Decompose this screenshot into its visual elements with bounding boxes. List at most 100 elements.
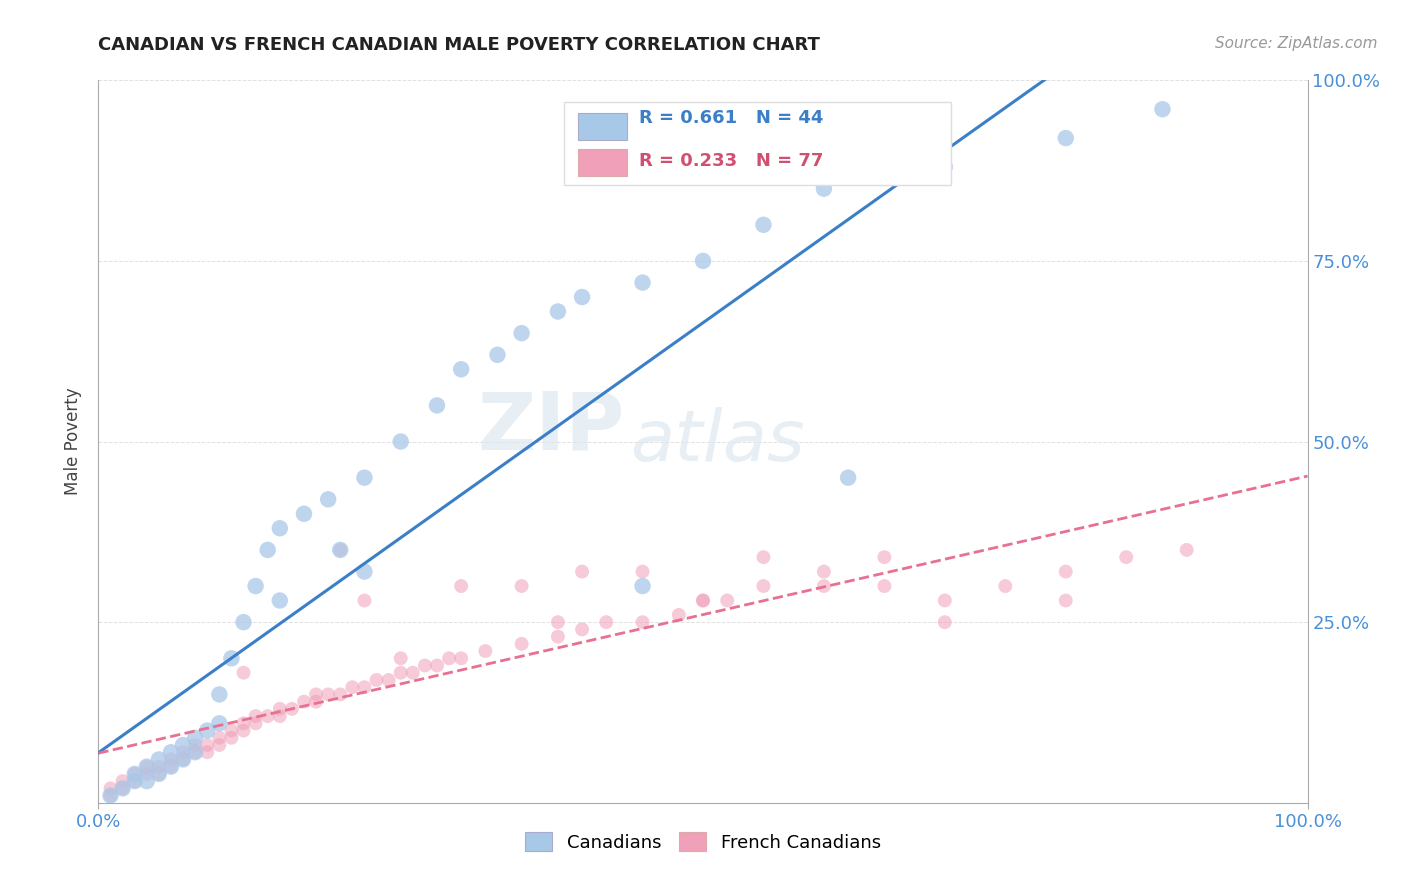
Point — [571, 565, 593, 579]
Point — [389, 434, 412, 449]
Point — [232, 723, 254, 738]
Point — [692, 253, 714, 268]
Point — [269, 521, 291, 535]
Point — [389, 665, 412, 680]
Point — [813, 182, 835, 196]
Point — [135, 760, 157, 774]
Text: R = 0.661   N = 44: R = 0.661 N = 44 — [638, 109, 824, 127]
Point — [124, 774, 146, 789]
Point — [172, 745, 194, 759]
Point — [184, 745, 207, 759]
Point — [195, 723, 218, 738]
Point — [269, 709, 291, 723]
Text: ZIP: ZIP — [477, 388, 624, 467]
Point — [160, 760, 183, 774]
Point — [873, 579, 896, 593]
Point — [873, 550, 896, 565]
Point — [148, 767, 170, 781]
Point — [813, 579, 835, 593]
Point — [100, 789, 122, 803]
Point — [571, 290, 593, 304]
FancyBboxPatch shape — [578, 149, 627, 177]
Text: atlas: atlas — [630, 407, 806, 476]
Point — [111, 774, 134, 789]
FancyBboxPatch shape — [578, 112, 627, 140]
Point — [486, 348, 509, 362]
Point — [450, 362, 472, 376]
Point — [329, 687, 352, 701]
Point — [934, 615, 956, 630]
Point — [195, 738, 218, 752]
Point — [221, 651, 243, 665]
Point — [305, 695, 328, 709]
Point — [184, 731, 207, 745]
Point — [366, 673, 388, 687]
Point — [934, 593, 956, 607]
Point — [450, 579, 472, 593]
Point — [1175, 542, 1198, 557]
Point — [245, 716, 267, 731]
Point — [292, 695, 315, 709]
Point — [353, 565, 375, 579]
Point — [232, 615, 254, 630]
Point — [208, 731, 231, 745]
Point — [1054, 565, 1077, 579]
Point — [329, 542, 352, 557]
Point — [269, 702, 291, 716]
Point — [353, 680, 375, 694]
Point — [281, 702, 304, 716]
Point — [342, 680, 364, 694]
Point — [631, 579, 654, 593]
Point — [1152, 102, 1174, 116]
Point — [668, 607, 690, 622]
Point — [752, 550, 775, 565]
Point — [547, 630, 569, 644]
Point — [692, 593, 714, 607]
Point — [208, 738, 231, 752]
Point — [402, 665, 425, 680]
Point — [135, 774, 157, 789]
Point — [389, 651, 412, 665]
Point — [994, 579, 1017, 593]
Point — [111, 781, 134, 796]
Point — [256, 542, 278, 557]
Point — [221, 731, 243, 745]
Point — [148, 767, 170, 781]
Point — [1054, 593, 1077, 607]
Point — [510, 326, 533, 340]
Point — [124, 767, 146, 781]
Point — [135, 760, 157, 774]
Point — [100, 781, 122, 796]
Point — [316, 492, 339, 507]
Point — [160, 745, 183, 759]
Point — [232, 665, 254, 680]
Point — [353, 470, 375, 484]
Point — [426, 398, 449, 412]
Point — [316, 687, 339, 701]
Point — [269, 593, 291, 607]
Point — [752, 579, 775, 593]
Point — [245, 709, 267, 723]
Point — [547, 615, 569, 630]
Point — [437, 651, 460, 665]
Point — [813, 565, 835, 579]
Point — [1115, 550, 1137, 565]
FancyBboxPatch shape — [564, 102, 950, 185]
Point — [184, 745, 207, 759]
Point — [124, 767, 146, 781]
Point — [160, 752, 183, 766]
Point — [474, 644, 496, 658]
Point — [111, 781, 134, 796]
Legend: Canadians, French Canadians: Canadians, French Canadians — [517, 825, 889, 859]
Point — [172, 752, 194, 766]
Point — [172, 738, 194, 752]
Text: R = 0.233   N = 77: R = 0.233 N = 77 — [638, 153, 824, 170]
Point — [135, 767, 157, 781]
Point — [148, 752, 170, 766]
Point — [413, 658, 436, 673]
Point — [426, 658, 449, 673]
Point — [934, 160, 956, 174]
Point — [571, 623, 593, 637]
Point — [245, 579, 267, 593]
Point — [595, 615, 617, 630]
